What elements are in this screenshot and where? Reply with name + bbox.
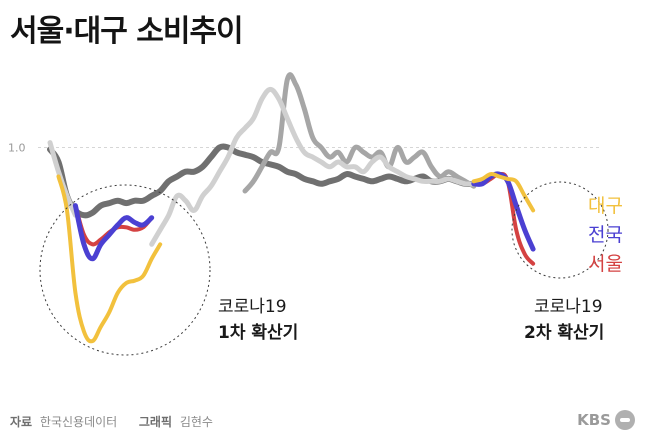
graphic-value: 김현수 <box>179 415 213 429</box>
annotation-first-wave-line1: 코로나19 <box>218 297 287 317</box>
kbs-logo: KBS <box>577 410 635 430</box>
graphic-label: 그래픽 <box>138 415 172 429</box>
legend-label-1: 전국 <box>588 224 623 246</box>
y-tick-label: 1.0 <box>8 141 26 154</box>
series-line-daegu-1 <box>471 172 536 213</box>
legend-label-2: 서울 <box>588 253 623 275</box>
series-line-background_a-0 <box>47 143 477 219</box>
second-wave-circle <box>511 181 609 279</box>
series-line-seoul-1 <box>471 171 536 266</box>
source-label: 자료 <box>10 415 33 429</box>
source-value: 한국신용데이터 <box>39 415 118 429</box>
footer-credits: 자료 한국신용데이터 그래픽 김현수 <box>10 413 213 430</box>
annotation-second-wave-line1: 코로나19 <box>534 297 603 317</box>
series-line-daegu-0 <box>56 174 163 344</box>
legend-label-0: 대구 <box>588 195 623 217</box>
series-line-national-1 <box>471 171 536 252</box>
annotation-second-wave-line2: 2차 확산기 <box>524 323 604 343</box>
kbs-logo-icon <box>615 410 635 430</box>
annotation-first-wave-line2: 1차 확산기 <box>218 323 298 343</box>
kbs-logo-text: KBS <box>577 411 611 429</box>
series-line-background_c-1 <box>149 86 477 247</box>
page-title: 서울·대구 소비추이 <box>10 14 244 49</box>
first-wave-circle <box>39 184 211 356</box>
series-line-national-0 <box>72 203 155 262</box>
series-line-background_b-0 <box>242 72 477 194</box>
